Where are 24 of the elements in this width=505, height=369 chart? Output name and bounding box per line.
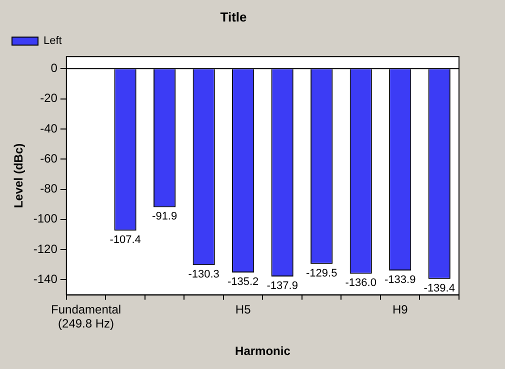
y-tick-label: -120 (33, 242, 58, 256)
data-label: -129.5 (306, 267, 338, 280)
data-label: -137.9 (266, 280, 298, 292)
x-tick-label: H9 (392, 302, 408, 316)
data-label: -136.0 (345, 277, 376, 290)
data-label: -139.4 (424, 282, 455, 294)
data-label: -130.3 (188, 268, 220, 281)
x-axis-title: Harmonic (235, 344, 291, 358)
y-tick-label: 0 (50, 60, 58, 75)
y-axis-title: Level (dBc) (12, 143, 26, 208)
data-label: -107.4 (110, 234, 141, 246)
data-label: -135.2 (227, 276, 259, 288)
chart-title: Title (220, 9, 247, 24)
y-tick-label: -80 (40, 182, 58, 196)
y-tick-label: -40 (40, 121, 58, 136)
y-tick-label: -20 (40, 91, 58, 106)
x-tick-label: Fundamental (249.8 Hz) (51, 302, 122, 331)
y-tick-label: -140 (33, 272, 58, 286)
data-label: -91.9 (152, 210, 178, 223)
y-tick-label: -60 (40, 151, 58, 166)
y-tick-label: -100 (33, 212, 58, 226)
data-label: -133.9 (384, 274, 416, 286)
legend-label: Left (44, 35, 62, 48)
x-tick-label: H5 (235, 302, 252, 316)
